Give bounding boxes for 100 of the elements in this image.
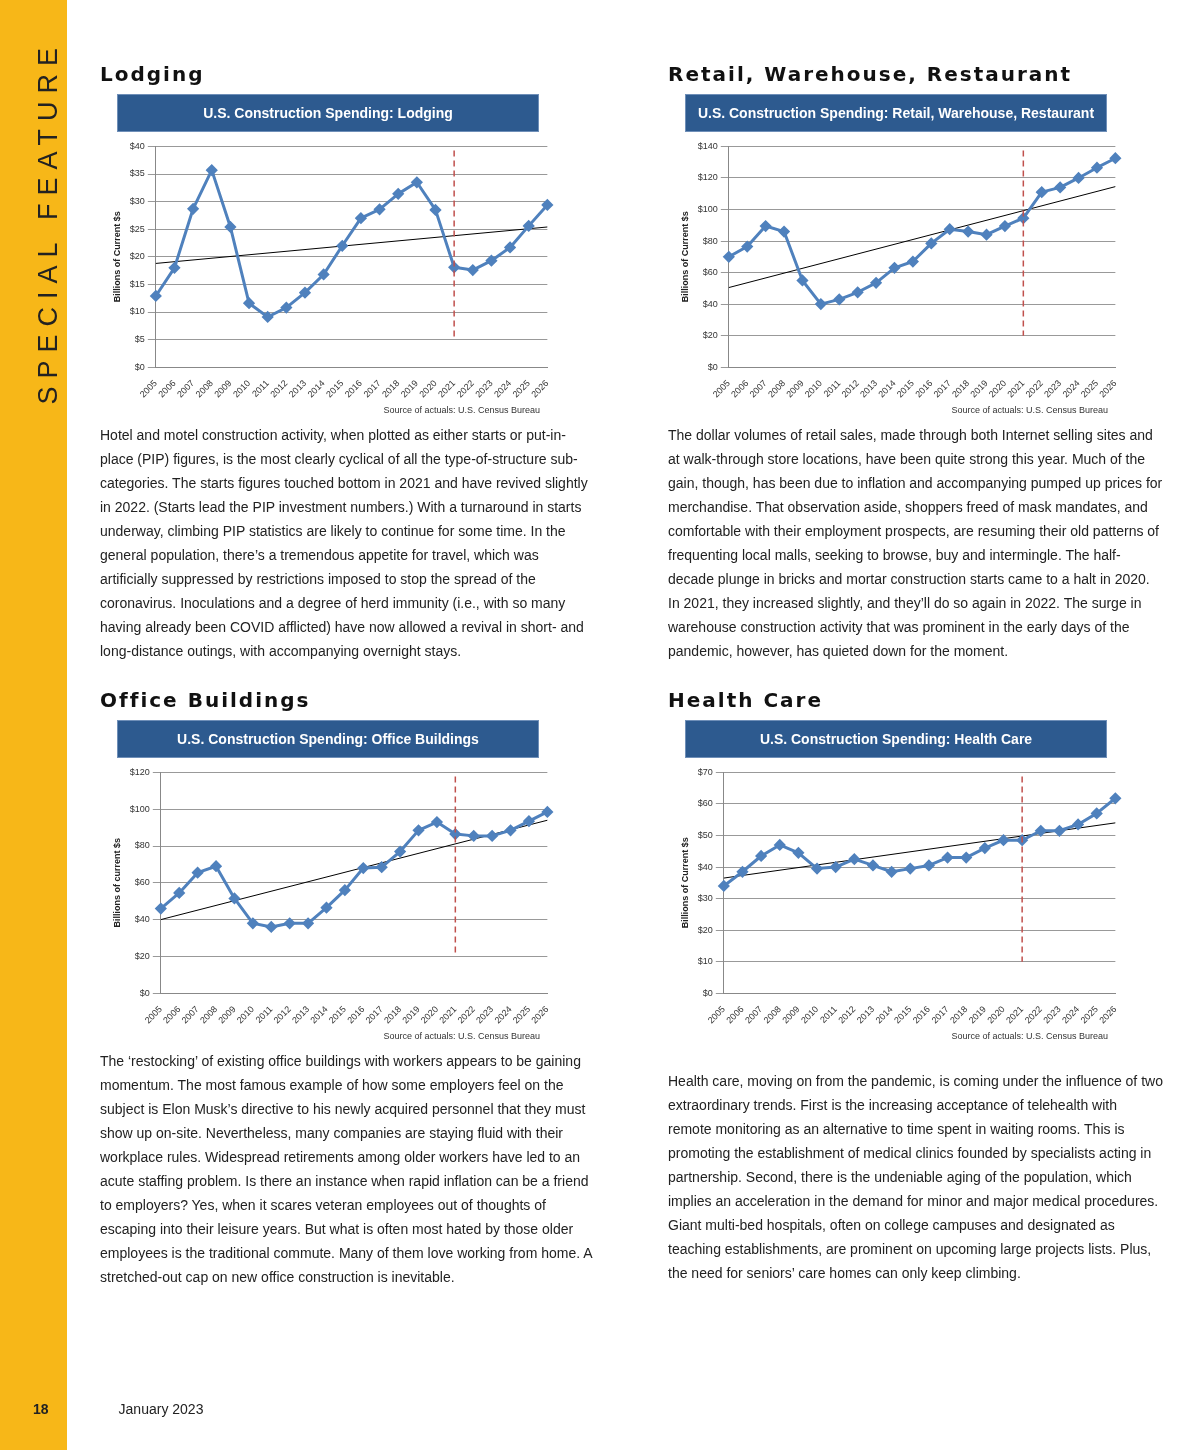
point bbox=[815, 298, 827, 310]
point bbox=[867, 859, 879, 871]
y-tick-label: $60 bbox=[134, 877, 150, 888]
point bbox=[1054, 181, 1066, 193]
y-tick-label: $10 bbox=[129, 306, 145, 317]
point bbox=[224, 221, 236, 233]
point bbox=[718, 880, 730, 892]
point bbox=[523, 815, 535, 827]
point bbox=[523, 220, 535, 232]
point bbox=[886, 866, 898, 878]
point bbox=[1053, 825, 1065, 837]
point bbox=[467, 264, 479, 276]
y-tick-label: $120 bbox=[129, 766, 150, 777]
point bbox=[318, 268, 330, 280]
point bbox=[925, 237, 937, 249]
text: SPECIAL FEATURE bbox=[33, 40, 64, 405]
y-tick-label: $40 bbox=[702, 298, 718, 309]
point bbox=[168, 262, 180, 274]
y-tick-label: $0 bbox=[139, 987, 150, 998]
source-note: Source of actuals: U.S. Census Bureau bbox=[950, 1031, 1108, 1041]
point bbox=[265, 921, 277, 933]
point bbox=[811, 863, 823, 875]
point bbox=[760, 220, 772, 232]
point bbox=[848, 853, 860, 865]
y-tick-label: $50 bbox=[697, 829, 713, 840]
text: The dollar volumes of retail sales, made through both Internet selling sites and at walk-through store locations, have been quite strong this year. Much of the gain, though, has been due to inflation and accompanying pumped up prices for merchandise. That observation aside, shoppers freed of mask mandates, and comfortable with their employment prospects, are resuming their old patterns of frequenting local malls, seeking to browse, buy and intermingle. The half-decade plunge in bricks and mortar construction starts came to a halt in 2020. In 2021, they increased slightly, and they’ll do so again in 2022. The surge in warehouse construction activity that was prominent in the early days of the pandemic, however, has quieted down for the moment. bbox=[668, 427, 1163, 659]
y-tick-label: $20 bbox=[134, 950, 150, 961]
y-tick-label: $40 bbox=[129, 140, 145, 151]
point bbox=[1091, 162, 1103, 174]
point bbox=[299, 287, 311, 299]
point bbox=[320, 902, 332, 914]
point bbox=[796, 274, 808, 286]
point bbox=[505, 824, 517, 836]
chart-title: Retail, Warehouse, Restaurant bbox=[668, 62, 1074, 86]
point bbox=[741, 241, 753, 253]
y-tick-label: $60 bbox=[697, 798, 713, 809]
point bbox=[981, 229, 993, 241]
point bbox=[228, 892, 240, 904]
y-tick-label: $0 bbox=[134, 361, 145, 372]
text: 18 bbox=[33, 1401, 49, 1417]
y-tick-label: $40 bbox=[697, 861, 713, 872]
point bbox=[870, 277, 882, 289]
y-tick-label: $35 bbox=[129, 168, 145, 179]
point bbox=[792, 847, 804, 859]
chart-title: Health Care bbox=[668, 688, 825, 712]
chart-subtitle: U.S. Construction Spending: Health Care bbox=[685, 720, 1107, 758]
point bbox=[394, 846, 406, 858]
point bbox=[907, 256, 919, 268]
point bbox=[374, 203, 386, 215]
point bbox=[999, 220, 1011, 232]
source-note: Source of actuals: U.S. Census Bureau bbox=[382, 1031, 540, 1041]
point bbox=[1091, 807, 1103, 819]
point bbox=[852, 286, 864, 298]
y-tick-label: $100 bbox=[697, 203, 718, 214]
point bbox=[392, 188, 404, 200]
point bbox=[960, 852, 972, 864]
chart-subtitle: U.S. Construction Spending: Lodging bbox=[117, 94, 539, 132]
y-axis-title: Billions of Current $s bbox=[111, 211, 122, 303]
point bbox=[504, 241, 516, 253]
point bbox=[778, 226, 790, 238]
y-tick-label: $60 bbox=[702, 267, 718, 278]
point bbox=[449, 828, 461, 840]
y-tick-label: $100 bbox=[129, 803, 150, 814]
point bbox=[357, 862, 369, 874]
y-tick-label: $20 bbox=[129, 251, 145, 262]
point bbox=[155, 903, 167, 915]
chart-subtitle: U.S. Construction Spending: Office Buildings bbox=[117, 720, 539, 758]
y-tick-label: $5 bbox=[134, 334, 145, 345]
point bbox=[206, 164, 218, 176]
point bbox=[280, 302, 292, 314]
point bbox=[997, 834, 1009, 846]
y-tick-label: $80 bbox=[702, 235, 718, 246]
y-axis-title: Billions of Current $s bbox=[679, 211, 690, 303]
point bbox=[413, 824, 425, 836]
point bbox=[755, 850, 767, 862]
point bbox=[429, 204, 441, 216]
point bbox=[339, 884, 351, 896]
point bbox=[376, 861, 388, 873]
y-tick-label: $140 bbox=[697, 140, 718, 151]
y-tick-label: $15 bbox=[129, 278, 145, 289]
point bbox=[262, 311, 274, 323]
y-tick-label: $20 bbox=[697, 924, 713, 935]
point bbox=[888, 262, 900, 274]
point bbox=[192, 867, 204, 879]
point bbox=[486, 830, 498, 842]
point bbox=[736, 866, 748, 878]
y-tick-label: $40 bbox=[134, 914, 150, 925]
chart-title: Office Buildings bbox=[100, 688, 312, 712]
point bbox=[1073, 172, 1085, 184]
point bbox=[284, 917, 296, 929]
point bbox=[723, 251, 735, 263]
y-axis-title: Billions of Current $s bbox=[679, 837, 690, 929]
y-tick-label: $10 bbox=[697, 956, 713, 967]
point bbox=[923, 859, 935, 871]
point bbox=[247, 917, 259, 929]
point bbox=[355, 212, 367, 224]
chart-subtitle: U.S. Construction Spending: Retail, Warehouse, Restaurant bbox=[685, 94, 1107, 132]
y-tick-label: $80 bbox=[134, 840, 150, 851]
point bbox=[1072, 818, 1084, 830]
point bbox=[431, 816, 443, 828]
